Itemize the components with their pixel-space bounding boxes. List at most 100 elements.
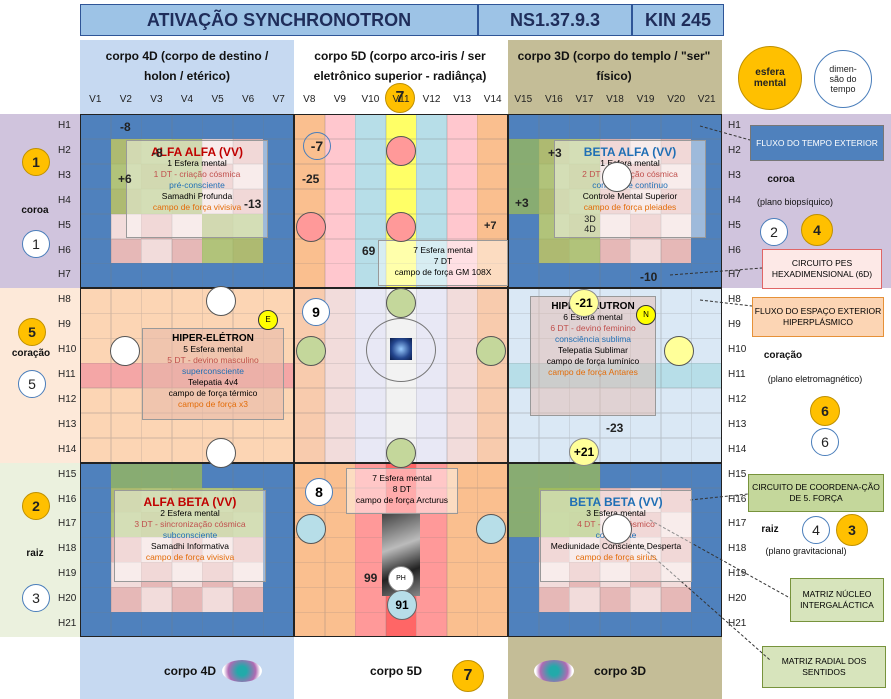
- grid-cell: [80, 387, 112, 414]
- grid-cell: [355, 587, 387, 613]
- grid-cell: [569, 114, 601, 140]
- grid-cell: [263, 188, 295, 215]
- grid-cell: [691, 537, 723, 563]
- grid-cell: [294, 163, 326, 190]
- grid-cell: [477, 487, 509, 513]
- grid-cell: [691, 188, 723, 215]
- grid-cell: [569, 537, 601, 563]
- left-coroa-gold: 1: [22, 148, 50, 176]
- h-label: H21: [58, 618, 77, 630]
- grid-cell: [691, 487, 723, 513]
- grid-cell: [508, 338, 540, 364]
- num-n-text: N: [643, 310, 649, 319]
- right-coroa-ring: 2: [760, 218, 788, 246]
- grid-cell: [599, 487, 631, 513]
- note-circuito-pes: CIRCUITO PES HEXADIMENSIONAL (6D): [762, 249, 882, 289]
- grid-cell: [263, 138, 295, 165]
- panel-hiper-eletron-l5: campo de força térmico: [168, 388, 258, 398]
- panel-hiper-neutron-l5: campo de força lumínico: [546, 356, 640, 366]
- grid-cell: [355, 537, 387, 563]
- right-coroa-label: coroa: [767, 174, 795, 185]
- v-label: V14: [483, 94, 502, 105]
- right-coracao-ring-num: 6: [821, 434, 829, 450]
- grid-cell: [110, 288, 142, 314]
- right-raiz-gold-num: 3: [848, 522, 856, 538]
- grid-cell: [660, 512, 692, 538]
- grid-cell: [263, 163, 295, 190]
- grid-cell: [446, 487, 478, 513]
- grid-green-block: [202, 487, 264, 538]
- grid-cell: [202, 587, 234, 613]
- grid-cell: [569, 412, 601, 439]
- h-label: H19: [728, 568, 747, 580]
- grid-cell: [355, 412, 387, 439]
- center-ring: [366, 318, 436, 382]
- grid-cell: [324, 612, 356, 638]
- col-3d-title: corpo 3D (corpo do templo / "ser" físico…: [517, 49, 711, 83]
- grid-cell: [599, 238, 631, 264]
- bottom-number-label: 7: [463, 667, 473, 684]
- grid-cell: [294, 363, 326, 389]
- grid-cell: [599, 288, 631, 314]
- ns-code: NS1.37.9.3: [509, 9, 601, 30]
- grid-cell: [232, 587, 264, 613]
- grid-cell: [508, 213, 540, 239]
- panel-beta-alfa-l4: Controle Mental Superior: [582, 191, 678, 201]
- legend-dimensao-label: dimen-são do tempo: [829, 64, 857, 94]
- note-matriz-radial: MATRIZ RADIAL DOS SENTIDOS: [762, 646, 886, 688]
- eye-icon-3d: [534, 660, 574, 682]
- h-label: H14: [58, 443, 77, 455]
- note-circuito-coord-text: CIRCUITO DE COORDENA-ÇÃO DE 5. FORÇA: [752, 482, 880, 503]
- grid-cell: [599, 363, 631, 389]
- grid-green-block: [538, 213, 600, 264]
- num-e-circle: E: [258, 310, 278, 330]
- grid-cell: [599, 387, 631, 414]
- panel-beta-beta-l1: 3 Esfera mental: [586, 508, 646, 518]
- grid-cell: [508, 313, 540, 339]
- panel-beta-beta-l5: campo de força sirius: [575, 552, 657, 562]
- grid-cell: [416, 487, 448, 513]
- grid-cell: [385, 238, 417, 264]
- right-coracao-gold-num: 6: [821, 403, 829, 419]
- grid-cell: [630, 188, 662, 215]
- grid-cell: [538, 263, 570, 289]
- grid-cell: [538, 562, 570, 588]
- grid-cell: [110, 437, 142, 464]
- grid-cell: [324, 587, 356, 613]
- panel-alfa-beta: ALFA BETA (VV) 2 Esfera mental 3 DT - si…: [114, 490, 266, 582]
- grid-cell: [80, 163, 112, 190]
- panel-hiper-neutron-l2: 6 DT - devino feminino: [550, 323, 636, 333]
- code-box: NS1.37.9.3: [478, 4, 632, 36]
- h-label: H20: [58, 593, 77, 605]
- grid-cell: [110, 562, 142, 588]
- h-label: H1: [58, 120, 71, 131]
- panel-hiper-neutron-l3: consciência sublima: [554, 334, 632, 344]
- grid-cell: [324, 387, 356, 414]
- sphere-circle: [206, 438, 236, 468]
- panel-alfa-alfa-l1: 1 Esfera mental: [167, 158, 227, 168]
- grid-cell: [416, 437, 448, 464]
- grid-cell: [477, 437, 509, 464]
- grid-cell: [630, 587, 662, 613]
- right-raiz-ring-num: 4: [812, 522, 820, 538]
- grid-cell: [141, 437, 173, 464]
- grid-cell: [446, 288, 478, 314]
- grid-cell: [660, 288, 692, 314]
- grid-cell: [110, 363, 142, 389]
- panel-alfa-alfa-title: ALFA ALFA (VV): [151, 145, 243, 159]
- grid-cell: [416, 462, 448, 489]
- grid-cell: [416, 263, 448, 289]
- grid-cell: [599, 412, 631, 439]
- grid-cell: [508, 114, 540, 140]
- grid-cell: [599, 462, 631, 489]
- panel-alfa-alfa: ALFA ALFA (VV) 1 Esfera mental 1 DT - cr…: [126, 140, 268, 238]
- panel-center-bottom-l3: campo de força Arcturus: [355, 495, 449, 505]
- grid-cell: [538, 114, 570, 140]
- grid-cell: [538, 288, 570, 314]
- v-label: V1: [89, 94, 102, 105]
- h-label: H15: [728, 468, 747, 480]
- grid-cell: [110, 612, 142, 638]
- num-e-text: E: [265, 315, 271, 324]
- grid-cell: [171, 587, 203, 613]
- grid-cell: [416, 114, 448, 140]
